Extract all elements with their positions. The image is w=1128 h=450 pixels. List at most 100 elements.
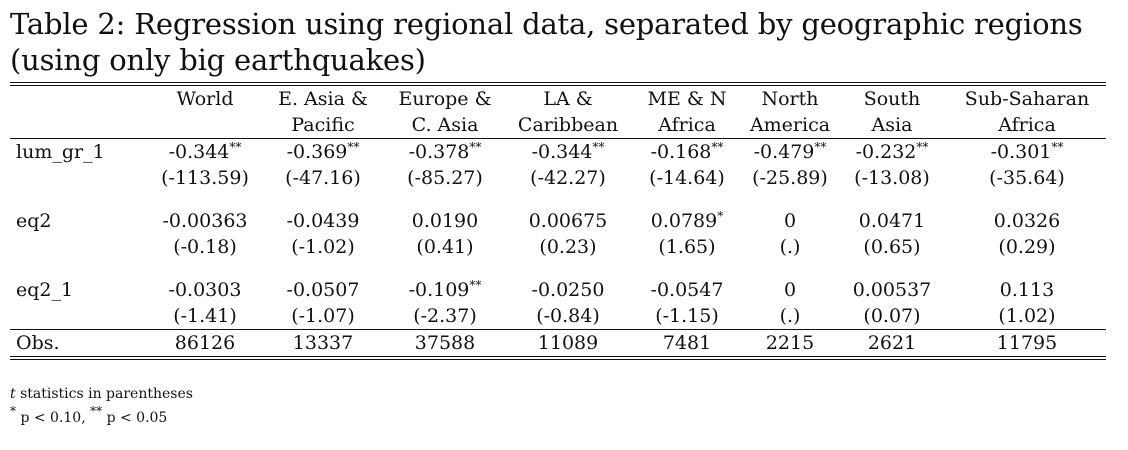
coef-value: 0.0326 — [993, 210, 1061, 232]
obs-value: 2215 — [744, 329, 836, 356]
coef-cell: 0.113 — [948, 277, 1106, 303]
significance-stars: ** — [1051, 140, 1064, 154]
tstat-cell: (-35.64) — [989, 167, 1065, 189]
obs-value: 7481 — [630, 329, 744, 356]
column-header: North — [761, 88, 819, 110]
tstat-cell: (-0.18) — [173, 236, 237, 258]
coef-cell: 0 — [744, 277, 836, 303]
note-tstat-text: statistics in parentheses — [15, 386, 193, 402]
note-t-symbol: t — [10, 386, 16, 402]
coef-cell: -0.168** — [630, 139, 744, 166]
significance-stars: ** — [916, 140, 929, 154]
obs-label: Obs. — [10, 329, 148, 356]
coef-value: -0.0507 — [286, 279, 360, 301]
tstat-cell: (0.23) — [539, 236, 597, 258]
coef-cell: -0.378** — [384, 139, 506, 166]
coef-value: -0.0250 — [531, 279, 605, 301]
coef-cell: -0.301** — [948, 139, 1106, 166]
significance-stars: ** — [814, 140, 827, 154]
coef-cell: -0.344** — [148, 139, 262, 166]
coef-cell: -0.0303 — [148, 277, 262, 303]
coef-row: eq2_1 -0.0303 -0.0507 -0.109** -0.0250 -0.054… — [10, 277, 1106, 303]
significance-stars: ** — [229, 140, 242, 154]
coef-cell: -0.232** — [836, 139, 948, 166]
column-header: South — [863, 88, 921, 110]
coef-value: -0.0439 — [286, 210, 360, 232]
tstat-cell: (-13.08) — [854, 167, 930, 189]
column-header: World — [176, 88, 234, 110]
obs-value: 86126 — [148, 329, 262, 356]
coef-value: -0.344 — [531, 141, 593, 163]
tstat-cell: (-47.16) — [285, 167, 361, 189]
obs-value: 2621 — [836, 329, 948, 356]
column-header: Sub-Saharan — [964, 88, 1090, 110]
coef-cell: -0.0439 — [262, 208, 384, 234]
tstat-cell: (-42.27) — [530, 167, 606, 189]
coef-cell: -0.0547 — [630, 277, 744, 303]
tstat-row-label — [10, 303, 148, 330]
coef-cell: 0.0190 — [384, 208, 506, 234]
header-row-2: Pacific C. Asia Caribbean Africa America… — [10, 112, 1106, 139]
obs-row: Obs. 86126 13337 37588 11089 7481 2215 2… — [10, 329, 1106, 356]
note-p-010: p < 0.10, — [16, 410, 91, 426]
column-header-line2: Asia — [836, 112, 948, 139]
coef-row: eq2 -0.00363 -0.0439 0.0190 0.00675 0.0789* 0 0… — [10, 208, 1106, 234]
regression-table: World E. Asia & Europe & LA & ME & N Nor… — [10, 82, 1106, 360]
coef-value: 0.0789 — [650, 210, 718, 232]
coef-cell: 0.0326 — [948, 208, 1106, 234]
column-header: LA & — [543, 88, 593, 110]
coef-value: 0 — [783, 210, 797, 232]
column-header: Europe & — [398, 88, 492, 110]
coef-value: 0.113 — [999, 279, 1055, 301]
tstat-cell: (-1.15) — [655, 305, 719, 327]
tstat-cell: (-0.84) — [536, 305, 600, 327]
row-spacer — [10, 260, 1106, 277]
coef-cell: -0.479** — [744, 139, 836, 166]
tstat-row: (-113.59) (-47.16) (-85.27) (-42.27) (-14.64… — [10, 165, 1106, 191]
note-star-single: * — [10, 404, 16, 418]
top-double-rule — [10, 82, 1106, 86]
column-header-line2: Africa — [630, 112, 744, 139]
coef-value: -0.369 — [286, 141, 348, 163]
column-header-line2: Pacific — [262, 112, 384, 139]
tstat-cell: (-1.07) — [291, 305, 355, 327]
tstat-cell: (-14.64) — [649, 167, 725, 189]
coef-cell: -0.369** — [262, 139, 384, 166]
significance-stars: ** — [711, 140, 724, 154]
coef-value: 0.00537 — [852, 279, 932, 301]
coefficient-rows: lum_gr_1 -0.344** -0.369** -0.378** -0.344**… — [10, 139, 1106, 330]
tstat-cell: (-25.89) — [752, 167, 828, 189]
coef-value: 0.0190 — [411, 210, 479, 232]
coef-value: 0 — [783, 279, 797, 301]
tstat-row-label — [10, 234, 148, 260]
coef-value: -0.168 — [650, 141, 712, 163]
tstat-cell: (-113.59) — [161, 167, 249, 189]
coef-value: -0.109 — [408, 279, 470, 301]
coef-cell: 0.00675 — [506, 208, 630, 234]
variable-label: eq2 — [16, 210, 52, 232]
tstat-row: (-1.41) (-1.07) (-2.37) (-0.84) (-1.15) (.) (0… — [10, 303, 1106, 330]
coef-cell: -0.0250 — [506, 277, 630, 303]
obs-value: 11795 — [948, 329, 1106, 356]
coef-value: -0.479 — [753, 141, 815, 163]
coef-cell: -0.0507 — [262, 277, 384, 303]
table-notes: t statistics in parentheses * p < 0.10, … — [10, 382, 193, 430]
tstat-cell: (1.02) — [998, 305, 1056, 327]
tstat-cell: (.) — [779, 236, 801, 258]
column-header-line2 — [148, 112, 262, 139]
significance-stars: ** — [592, 140, 605, 154]
coef-value: -0.232 — [855, 141, 917, 163]
significance-stars: * — [717, 209, 724, 223]
column-header-line2: Africa — [948, 112, 1106, 139]
spacer-cell — [10, 191, 1106, 208]
coef-value: -0.378 — [408, 141, 470, 163]
coef-value: 0.0471 — [858, 210, 926, 232]
coef-value: -0.0303 — [168, 279, 242, 301]
results-table: World E. Asia & Europe & LA & ME & N Nor… — [10, 86, 1106, 356]
coef-cell: -0.344** — [506, 139, 630, 166]
column-header: ME & N — [647, 88, 727, 110]
tstat-cell: (-1.41) — [173, 305, 237, 327]
variable-label: lum_gr_1 — [16, 141, 105, 163]
significance-stars: ** — [469, 278, 482, 292]
bottom-double-rule — [10, 356, 1106, 360]
